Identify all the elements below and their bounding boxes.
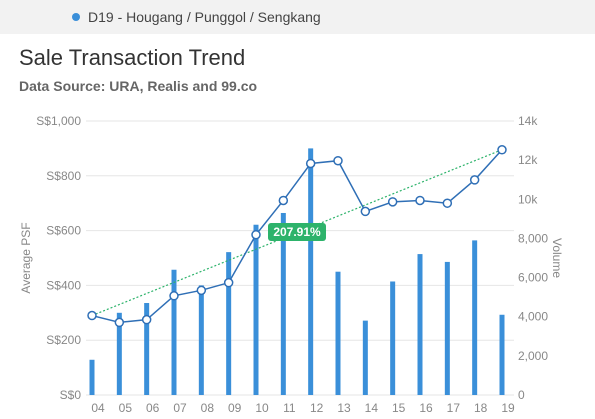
psf-point bbox=[497, 145, 507, 155]
volume-bar bbox=[116, 312, 122, 395]
psf-line bbox=[91, 149, 503, 324]
y-right-tick-label: 8,000 bbox=[518, 231, 548, 245]
x-tick-label: 11 bbox=[283, 401, 296, 415]
volume-bar bbox=[144, 303, 150, 395]
psf-point bbox=[251, 229, 261, 240]
psf-point bbox=[87, 310, 97, 321]
y-left-tick-label: S$200 bbox=[46, 333, 81, 347]
volume-bar bbox=[198, 285, 204, 395]
x-tick-label: 10 bbox=[255, 401, 269, 415]
psf-point bbox=[278, 195, 289, 206]
psf-point bbox=[442, 198, 453, 208]
trend-badge-label: 207.91% bbox=[273, 225, 321, 239]
volume-bar bbox=[171, 269, 177, 395]
x-tick-label: 07 bbox=[173, 401, 187, 415]
trend-badge bbox=[268, 223, 326, 241]
x-tick-label: 17 bbox=[447, 401, 461, 415]
x-tick-label: 18 bbox=[474, 401, 488, 415]
y-right-tick-label: 2,000 bbox=[518, 349, 548, 363]
volume-bar bbox=[280, 212, 286, 395]
legend-dot-icon bbox=[72, 13, 80, 21]
x-tick-label: 16 bbox=[419, 401, 433, 415]
volume-bar bbox=[89, 359, 95, 395]
psf-point bbox=[469, 175, 480, 185]
volume-bar bbox=[444, 261, 450, 395]
x-tick-label: 06 bbox=[146, 401, 160, 415]
chart-title: Sale Transaction Trend bbox=[19, 45, 246, 70]
volume-bar bbox=[226, 252, 232, 395]
psf-point bbox=[415, 195, 425, 206]
psf-point bbox=[141, 314, 152, 325]
y-right-tick-label: 0 bbox=[518, 388, 525, 402]
volume-bar bbox=[253, 224, 259, 395]
y-right-tick-label: 10k bbox=[518, 192, 538, 206]
y-left-tick-label: S$400 bbox=[46, 278, 81, 292]
y-left-axis-title: Average PSF bbox=[19, 222, 33, 293]
x-tick-label: 14 bbox=[365, 401, 379, 415]
legend-bar: D19 - Hougang / Punggol / Sengkang bbox=[0, 0, 595, 34]
psf-point bbox=[333, 155, 343, 166]
volume-bar bbox=[417, 254, 423, 395]
psf-point bbox=[223, 277, 234, 288]
psf-point bbox=[114, 317, 125, 328]
x-tick-label: 13 bbox=[337, 401, 351, 415]
y-left-tick-label: S$1,000 bbox=[36, 114, 81, 128]
legend-label[interactable]: D19 - Hougang / Punggol / Sengkang bbox=[88, 9, 321, 25]
y-left-tick-label: S$0 bbox=[60, 388, 82, 402]
y-left-tick-label: S$800 bbox=[46, 169, 81, 183]
x-tick-label: 19 bbox=[501, 401, 515, 415]
y-right-tick-label: 12k bbox=[518, 153, 538, 167]
psf-point bbox=[169, 291, 179, 301]
x-tick-label: 05 bbox=[119, 401, 133, 415]
psf-point bbox=[360, 206, 371, 217]
x-tick-label: 08 bbox=[201, 401, 215, 415]
psf-point bbox=[387, 197, 398, 207]
y-right-tick-label: 14k bbox=[518, 114, 538, 128]
chart-subtitle: Data Source: URA, Realis and 99.co bbox=[19, 78, 258, 94]
volume-bar bbox=[472, 240, 478, 395]
volume-bar bbox=[499, 314, 505, 395]
volume-bar bbox=[362, 320, 368, 395]
psf-point bbox=[305, 158, 316, 169]
psf-point bbox=[196, 285, 207, 296]
y-right-axis-title: Volume bbox=[550, 238, 564, 278]
volume-bar bbox=[335, 271, 341, 395]
volume-bar bbox=[390, 281, 396, 395]
x-tick-label: 04 bbox=[91, 401, 105, 415]
y-right-tick-label: 6,000 bbox=[518, 271, 548, 285]
x-tick-label: 12 bbox=[310, 401, 324, 415]
y-left-tick-label: S$600 bbox=[46, 224, 81, 238]
x-tick-label: 15 bbox=[392, 401, 406, 415]
y-right-tick-label: 4,000 bbox=[518, 310, 548, 324]
x-tick-label: 09 bbox=[228, 401, 242, 415]
volume-bar bbox=[308, 148, 314, 395]
